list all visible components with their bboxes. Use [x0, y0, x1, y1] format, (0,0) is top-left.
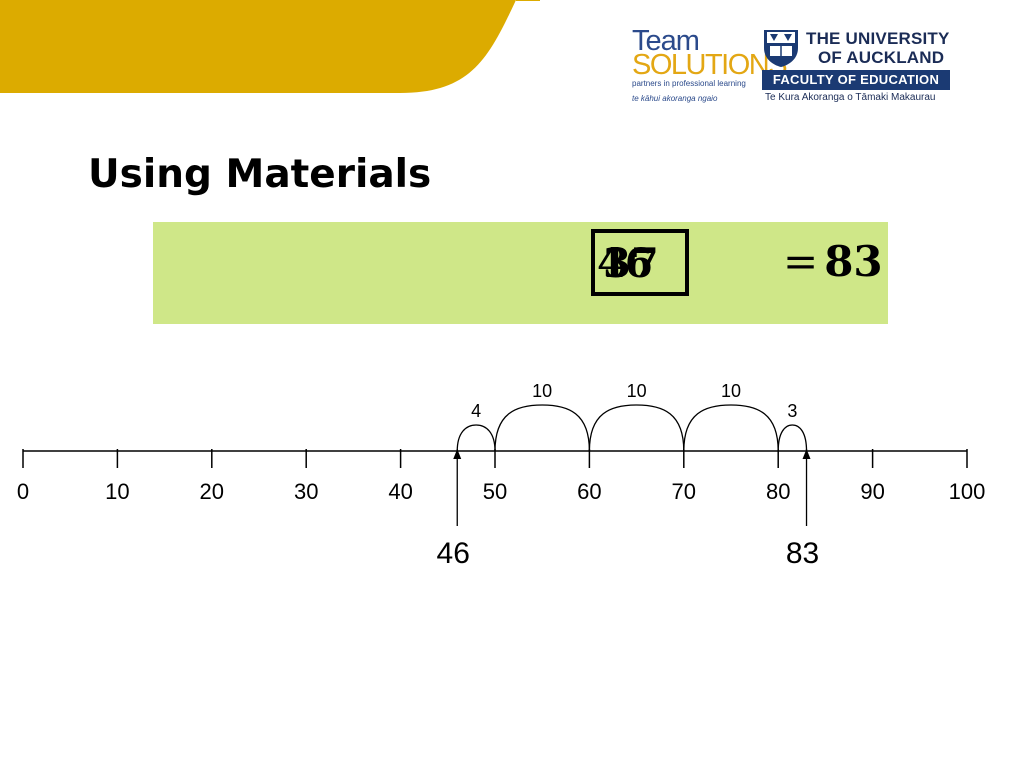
equation-band: 46 37 = 83 — [153, 222, 888, 324]
jump-label: 4 — [471, 401, 481, 421]
tick-label: 50 — [483, 479, 507, 504]
university-maori-name: Te Kura Akoranga o Tāmaki Makaurau — [765, 92, 936, 103]
tick-label: 60 — [577, 479, 601, 504]
jump-arc — [683, 404, 779, 452]
university-name-line2: OF AUCKLAND — [818, 48, 945, 67]
tick-label: 70 — [672, 479, 696, 504]
jump-label: 10 — [721, 381, 741, 401]
tick-label: 0 — [17, 479, 29, 504]
tick-label: 20 — [200, 479, 224, 504]
team-logo-word: Team — [632, 25, 700, 57]
tick-label: 100 — [949, 479, 986, 504]
team-logo-solutions: SOLUTIONS — [632, 49, 788, 81]
team-solutions-logo: Team SOLUTIONS partners in professional … — [628, 25, 788, 108]
tick-label: 40 — [388, 479, 412, 504]
university-crest-icon — [764, 30, 798, 67]
jump-arc — [777, 424, 808, 452]
answer-overlap-second: 37 — [603, 240, 659, 287]
university-logo: THE UNIVERSITY OF AUCKLAND FACULTY OF ED… — [762, 28, 958, 108]
jump-arc — [588, 404, 685, 452]
jump-label: 10 — [627, 381, 647, 401]
jump-arc — [494, 404, 591, 452]
result-value: 83 — [824, 237, 883, 286]
marker-arrow-icon — [802, 449, 811, 459]
marker-label: 83 — [786, 537, 819, 570]
tick-label: 10 — [105, 479, 129, 504]
answer-overlap-first: 46 — [597, 240, 653, 287]
answer-box: 46 37 — [591, 229, 689, 296]
jump-label: 10 — [532, 381, 552, 401]
jump-label: 3 — [787, 401, 797, 421]
number-line: 0 10 20 30 40 50 60 70 80 90 100 4 10 10 10 3 46 83 — [17, 381, 986, 570]
marker-arrow-icon — [453, 449, 462, 459]
faculty-banner: FACULTY OF EDUCATION — [762, 70, 950, 90]
page-title: Using Materials — [88, 152, 432, 197]
equals-sign: = — [783, 237, 819, 286]
tick-label: 90 — [860, 479, 884, 504]
jump-arc — [456, 424, 496, 452]
team-logo-tagline: partners in professional learning — [632, 79, 746, 88]
equation-result: = 83 — [783, 238, 883, 286]
tick-label: 30 — [294, 479, 318, 504]
university-name-line1: THE UNIVERSITY — [806, 29, 950, 48]
marker-label: 46 — [437, 537, 470, 570]
header-accent-shape — [0, 0, 540, 93]
tick-label: 80 — [766, 479, 790, 504]
team-logo-maori: te kāhui akoranga ngaio — [632, 94, 718, 103]
